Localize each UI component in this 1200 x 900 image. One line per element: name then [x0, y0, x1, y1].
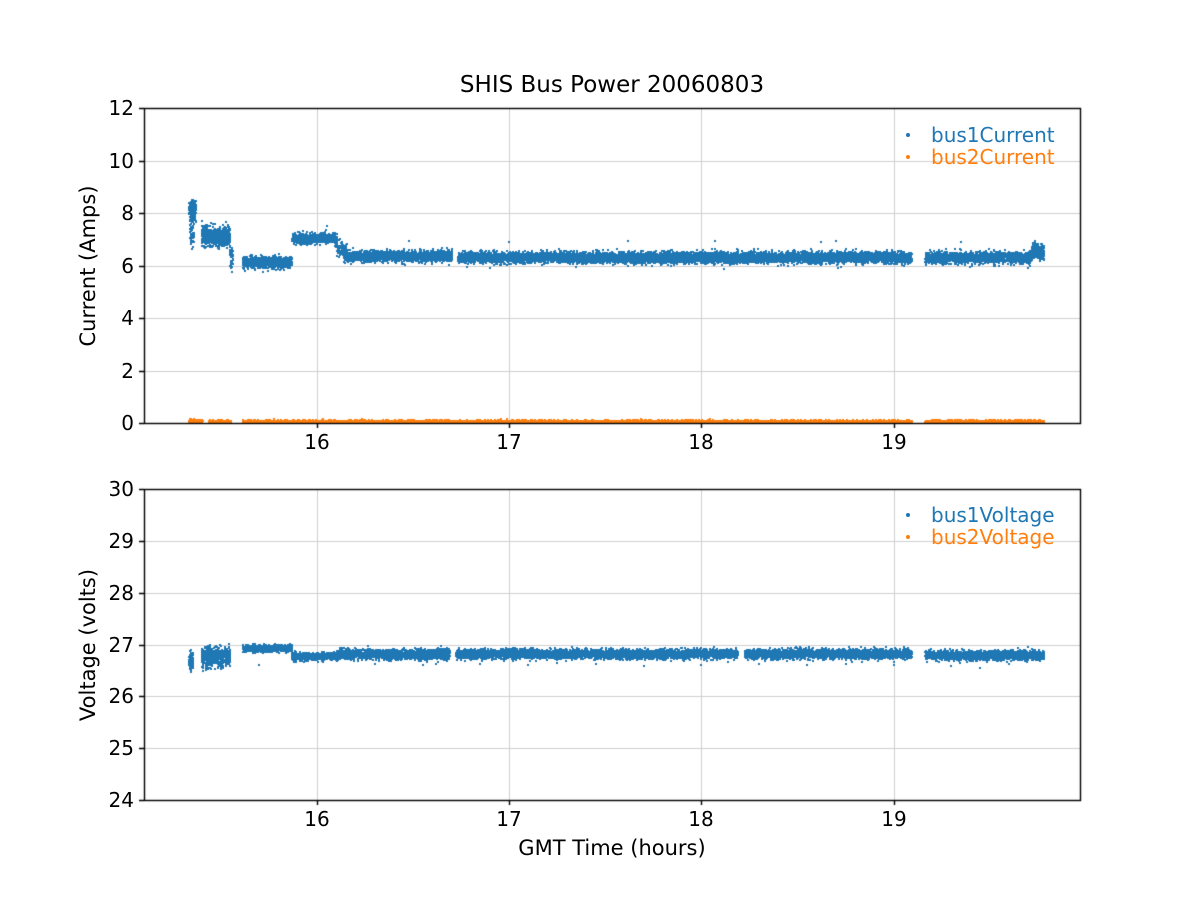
x-tick-label-panel2: 16 [304, 807, 330, 831]
legend-marker-bus1current [906, 133, 910, 137]
legend-marker-bus2voltage [906, 535, 910, 539]
y-tick-label-panel1: 0 [121, 411, 134, 435]
y-tick-label-panel2: 25 [108, 736, 134, 760]
y-tick-label-panel2: 27 [108, 633, 134, 657]
legend-label-bus2current: bus2Current [931, 145, 1055, 169]
legend-label-bus2voltage: bus2Voltage [931, 525, 1055, 549]
legend-label-bus1current: bus1Current [931, 123, 1055, 147]
y-tick-label-panel2: 30 [108, 477, 134, 501]
x-tick-label-panel1: 19 [881, 430, 907, 454]
y-tick-label-panel1: 6 [121, 254, 134, 278]
y-tick-label-panel2: 26 [108, 684, 134, 708]
x-tick-label-panel1: 18 [688, 430, 714, 454]
legend-marker-bus1voltage [906, 513, 910, 517]
y-tick-label-panel2: 24 [108, 788, 134, 812]
y-tick-label-panel1: 2 [121, 359, 134, 383]
legend-label-bus1voltage: bus1Voltage [931, 503, 1055, 527]
y-tick-label-panel2: 28 [108, 581, 134, 605]
x-tick-label-panel1: 17 [496, 430, 522, 454]
legend-top-panel: bus1Current bus2Current [906, 124, 1055, 168]
x-axis-label: GMT Time (hours) [518, 836, 706, 860]
y-tick-label-panel1: 4 [121, 306, 134, 330]
legend-item-bus2current: bus2Current [906, 146, 1055, 168]
x-tick-label-panel2: 19 [881, 807, 907, 831]
y-tick-label-panel2: 29 [108, 529, 134, 553]
legend-item-bus1voltage: bus1Voltage [906, 504, 1055, 526]
chart-title: SHIS Bus Power 20060803 [459, 72, 765, 98]
legend-marker-bus2current [906, 155, 910, 159]
legend-bottom-panel: bus1Voltage bus2Voltage [906, 504, 1055, 548]
legend-item-bus1current: bus1Current [906, 124, 1055, 146]
x-tick-label-panel2: 18 [688, 807, 714, 831]
legend-item-bus2voltage: bus2Voltage [906, 526, 1055, 548]
y-tick-label-panel1: 12 [108, 96, 134, 120]
x-tick-label-panel1: 16 [304, 430, 330, 454]
x-tick-label-panel2: 17 [496, 807, 522, 831]
y-tick-label-panel1: 10 [108, 149, 134, 173]
y-tick-label-panel1: 8 [121, 201, 134, 225]
